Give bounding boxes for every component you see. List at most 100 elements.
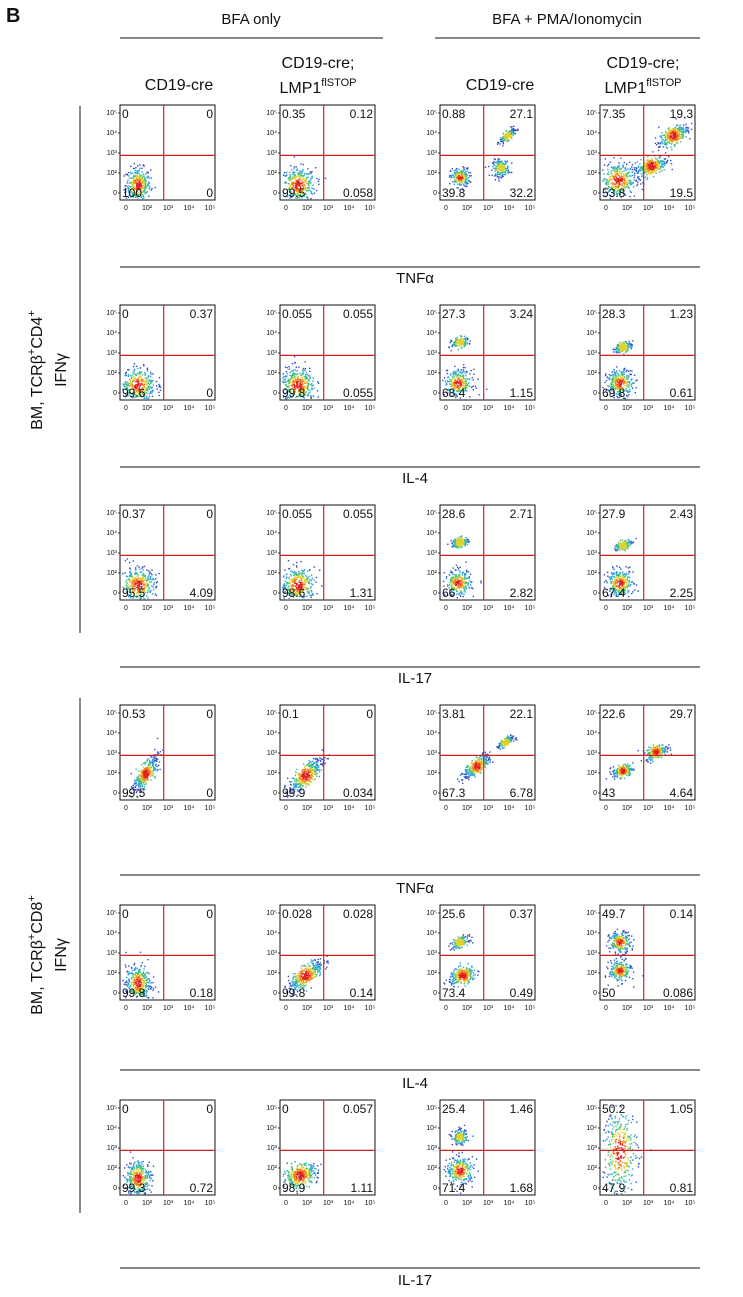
event-dot [671,137,674,140]
event-dot [131,388,133,391]
event-dot [623,342,625,345]
event-dot [455,344,457,346]
event-dot [465,370,468,373]
event-dot [283,585,285,588]
event-dot [296,595,298,597]
event-dot [611,183,614,185]
event-dot [616,343,619,346]
event-dot [129,388,131,391]
event-dot [126,173,129,175]
event-dot [286,375,288,377]
event-dot [449,174,451,177]
event-dot [498,158,500,160]
event-dot [148,187,151,189]
plot-frame [439,304,536,401]
event-dot [620,390,622,392]
event-dot [147,597,149,599]
event-dot [297,383,299,385]
event-dot [627,378,629,380]
event-dot [446,383,448,385]
event-dot [133,187,136,189]
event-dot [690,122,693,125]
event-dot [143,175,145,177]
event-dot [682,136,685,138]
event-dot [146,367,149,369]
event-dot [143,597,145,600]
event-dot [665,131,668,134]
event-dot [311,583,313,585]
event-dot [285,397,287,400]
event-dot [619,180,622,182]
event-dot [627,346,629,348]
event-dot [507,165,509,167]
y-tick-label: 0 [273,190,277,197]
event-dot [459,379,461,381]
event-dot [616,171,619,173]
event-dot [285,384,288,386]
event-dot [676,141,678,143]
y-tick-label: 10⁵ [266,110,277,117]
event-dot [301,179,303,182]
event-dot [304,380,306,382]
quadrant-bottom-left-value: 99.5 [282,186,306,200]
event-dot [626,378,628,380]
event-dot [506,140,509,142]
event-dot [293,175,296,177]
event-dot [613,351,615,353]
event-dot [288,589,290,592]
event-dot [295,188,297,191]
event-dot [610,382,613,384]
event-dot [141,588,143,591]
event-dot [308,380,310,382]
event-dot [661,132,663,134]
event-dot [310,172,312,174]
event-dot [621,371,623,374]
event-dot [669,131,672,133]
event-dot [656,164,658,166]
event-dot [466,339,469,341]
event-dot [145,181,147,183]
x-tick-label: 10² [462,405,473,412]
event-dot [631,164,634,166]
event-dot [283,587,285,589]
event-dot [455,179,458,181]
event-dot [299,378,302,380]
event-dot [457,348,460,351]
event-dot [130,377,133,380]
event-dot [135,584,137,586]
event-dot [289,573,292,576]
event-dot [293,382,295,385]
event-dot [673,131,675,134]
event-dot [297,187,299,190]
event-dot [458,180,460,182]
event-dot [456,581,458,583]
event-dot [309,370,311,372]
event-dot [459,566,461,568]
event-dot [687,127,690,129]
event-dot [459,184,461,186]
event-dot [617,346,619,349]
quadrant-bottom-right-value: 0.055 [343,386,373,400]
event-dot [130,383,132,385]
event-dot [149,590,151,593]
event-dot [459,375,462,377]
event-dot [496,169,498,171]
event-dot [635,169,638,171]
event-dot [448,381,450,383]
event-dot [297,573,300,575]
event-dot [462,380,464,383]
event-dot [312,380,314,382]
event-dot [463,345,466,348]
event-dot [673,134,675,137]
event-dot [142,384,144,386]
event-dot [498,162,500,165]
event-dot [448,378,451,380]
event-dot [136,183,138,185]
event-dot [625,345,628,347]
event-dot [127,395,129,397]
event-dot [128,191,130,194]
event-dot [289,371,291,374]
event-dot [659,145,661,148]
event-dot [301,395,303,398]
